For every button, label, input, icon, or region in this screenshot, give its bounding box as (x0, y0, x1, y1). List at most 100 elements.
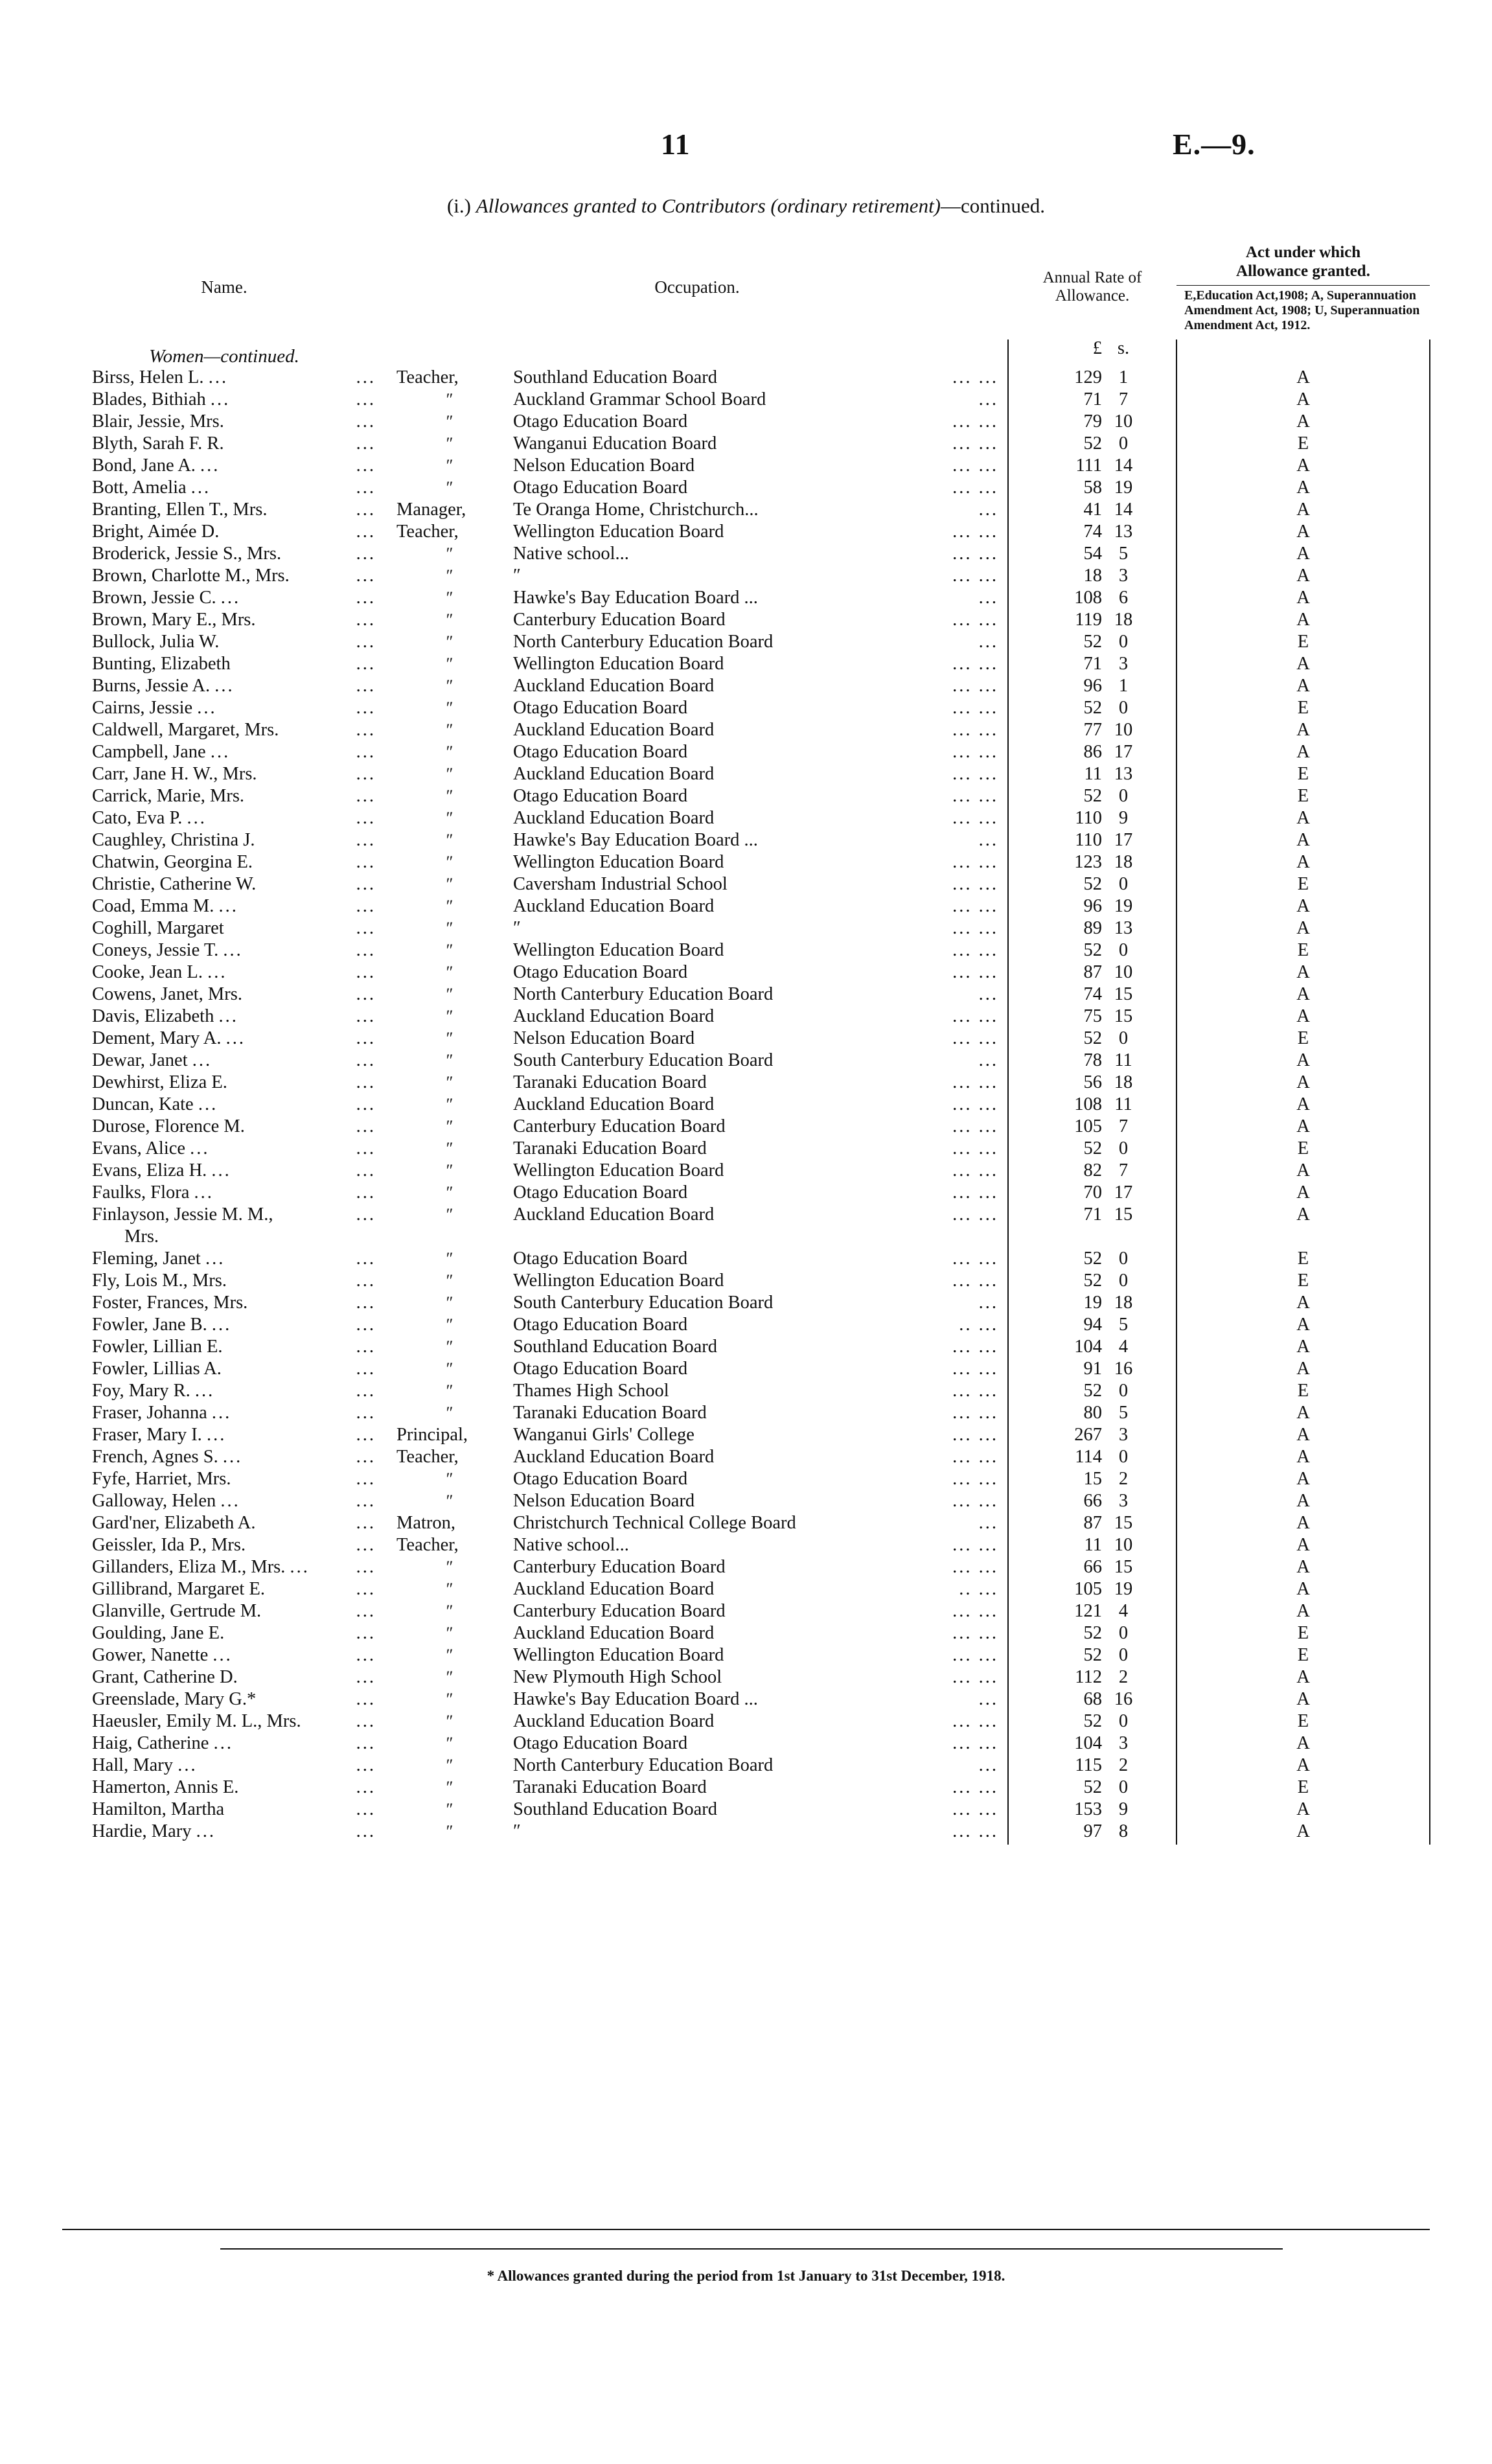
allowance-pounds: 110 (1075, 830, 1102, 851)
act-header-title: Act under which Allowance granted. (1176, 235, 1430, 286)
cell-act: A (1176, 1183, 1430, 1206)
allowance-shillings: 3 (1118, 1733, 1129, 1754)
spacer-act (1176, 340, 1430, 369)
occupation-role: ″ (446, 1161, 453, 1180)
cell-act: E (1176, 1139, 1430, 1162)
allowance-shillings: 5 (1118, 544, 1129, 564)
cell-act: A (1176, 1293, 1430, 1317)
cell-allowance: 18 3 (1008, 566, 1177, 590)
occupation-leader-dots: ... ... (952, 962, 998, 983)
cell-name: Bullock, Julia W. (92, 632, 220, 652)
cell-allowance: 79 10 (1008, 413, 1177, 435)
cell-name-dots: ... (356, 588, 376, 608)
occupation-body: Wellington Education Board (513, 522, 724, 542)
occupation-role: Teacher, (396, 367, 459, 388)
occupation-leader-dots: ... (978, 1755, 998, 1776)
name-leader-dots: ... (187, 808, 207, 829)
cell-name: Birss, Helen L. ... (92, 367, 229, 388)
allowance-pounds: 52 (1083, 1645, 1103, 1666)
name-leader-dots: ... (197, 698, 217, 719)
allowance-shillings: 19 (1114, 1579, 1133, 1600)
name-leader-dots: ... (223, 940, 243, 961)
cell-act: A (1176, 1007, 1430, 1030)
table-row: Gower, Nanette ...... ″ Wellington Educati… (62, 1645, 1430, 1669)
cell-act: A (1176, 368, 1430, 391)
occupation-body: Native school... (513, 1535, 629, 1556)
table-row: Blyth, Sarah F. R.... ″ Wanganui Education… (62, 433, 1430, 457)
allowance-pounds: 18 (1083, 566, 1103, 586)
cell-name: Coneys, Jessie T. ... (92, 940, 243, 961)
occupation-leader-dots: ... ... (952, 1359, 998, 1379)
occupation-role: ″ (446, 1051, 453, 1070)
cell-act: E (1176, 1271, 1430, 1295)
cell-name: Fly, Lois M., Mrs. (92, 1271, 227, 1291)
occupation-role: ″ (446, 1029, 453, 1048)
cell-occupation: ″ Auckland Grammar School Board... (386, 391, 1009, 413)
table-row: Brown, Charlotte M., Mrs.... ″ ″ ... ... 18 3… (62, 566, 1430, 590)
cell-occupation: ″ Nelson Education Board ... ... (386, 1029, 1009, 1052)
cell-allowance: 86 17 (1008, 743, 1177, 766)
cell-act: A (1176, 566, 1430, 590)
allowance-pounds: 267 (1074, 1425, 1102, 1445)
table-row: Bunting, Elizabeth... ″ Wellington Educati… (62, 654, 1430, 678)
cell-name-dots-continued (302, 1228, 386, 1250)
cell-allowance: 105 19 (1008, 1579, 1177, 1603)
cell-act: A (1176, 897, 1430, 920)
occupation-role: ″ (446, 875, 453, 894)
cell-name: Brown, Charlotte M., Mrs. (92, 566, 290, 586)
cell-occupation: ″ North Canterbury Education Board... (386, 633, 1009, 656)
allowance-pounds: 110 (1075, 808, 1102, 829)
cell-allowance: 96 1 (1008, 677, 1177, 700)
name-leader-dots: ... (192, 1050, 212, 1071)
name-leader-dots: ... (206, 1425, 227, 1445)
cell-name-dots: ... (356, 654, 376, 674)
occupation-role: ″ (446, 676, 453, 696)
cell-name: Campbell, Jane ... (92, 742, 231, 763)
table-row-continuation: Mrs. (62, 1227, 1430, 1250)
allowance-shillings: 7 (1118, 1160, 1129, 1181)
cell-name-dots: ... (356, 1249, 376, 1269)
table-row: Caughley, Christina J.... ″ Hawke's Bay Ed… (62, 830, 1430, 854)
cell-name-dots: ... (356, 632, 376, 652)
occupation-leader-dots: ... ... (952, 1667, 998, 1688)
cell-allowance: 52 0 (1008, 1250, 1177, 1272)
cell-allowance: 52 0 (1008, 1623, 1177, 1647)
cell-occupation: ″ North Canterbury Education Board... (386, 1755, 1009, 1779)
occupation-leader-dots: ... ... (952, 455, 998, 476)
occupation-role: ″ (446, 1491, 453, 1511)
cell-act: A (1176, 1205, 1430, 1228)
occupation-leader-dots: ... ... (952, 544, 998, 564)
table-body: Women—continued. £ s. Birss, Helen L. .....… (62, 340, 1430, 1845)
allowance-pounds: 119 (1075, 610, 1102, 630)
allowance-shillings: 4 (1118, 1601, 1129, 1622)
occupation-body: Wellington Education Board (513, 1271, 724, 1291)
table-row: Haeusler, Emily M. L., Mrs.... ″ Auckland … (62, 1712, 1430, 1735)
cell-act: A (1176, 390, 1430, 413)
cell-occupation: ″ Hawke's Bay Education Board ...... (386, 831, 1009, 854)
allowance-pounds: 58 (1083, 478, 1103, 498)
cell-name: Fowler, Lillian E. (92, 1337, 223, 1357)
cell-name: Fyfe, Harriet, Mrs. (92, 1469, 231, 1490)
cell-name: Fowler, Jane B. ... (92, 1315, 232, 1335)
occupation-body: Wellington Education Board (513, 1645, 724, 1666)
allowance-pounds: 153 (1074, 1799, 1102, 1820)
allowance-pounds: 52 (1083, 1623, 1103, 1644)
occupation-role: ″ (446, 1183, 453, 1203)
occupation-leader-dots: ... ... (952, 808, 998, 829)
occupation-body: Taranaki Education Board (513, 1403, 707, 1423)
table-row: Fraser, Mary I. ...... Principal, Wanganui… (62, 1425, 1430, 1449)
occupation-leader-dots: ... ... (952, 1601, 998, 1622)
occupation-leader-dots: ... (978, 1513, 998, 1534)
cell-occupation: ″ Canterbury Education Board ... ... (386, 1118, 1009, 1140)
allowance-pounds: 108 (1074, 1094, 1102, 1115)
occupation-body: Auckland Education Board (513, 896, 715, 917)
occupation-role: ″ (446, 720, 453, 740)
occupation-body: Wanganui Education Board (513, 433, 717, 454)
occupation-leader-dots: ... ... (952, 1645, 998, 1666)
allowance-header-line2: Allowance. (1055, 287, 1130, 305)
cell-occupation: ″ Otago Education Board ... ... (386, 743, 1009, 766)
allowance-pounds: 87 (1083, 1513, 1103, 1534)
cell-act: A (1176, 1095, 1430, 1118)
allowance-shillings: 7 (1118, 1116, 1129, 1137)
footnote-rule (220, 2248, 1283, 2250)
